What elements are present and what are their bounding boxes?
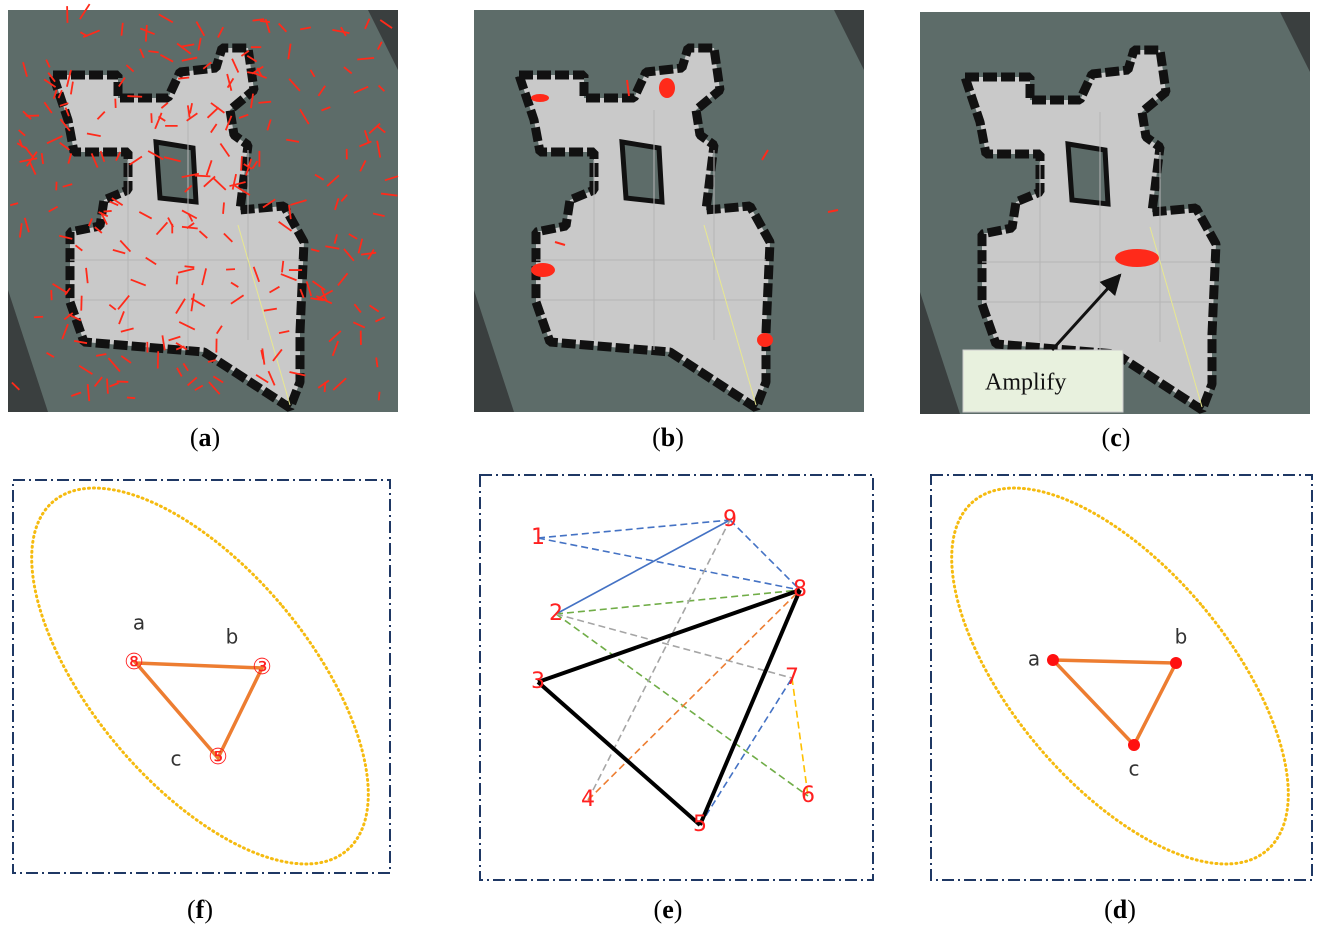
particle <box>241 156 242 171</box>
particle <box>107 379 108 394</box>
node-label: 3 <box>531 669 545 694</box>
vertex-label: b <box>226 625 239 649</box>
particle <box>195 176 211 177</box>
map-a <box>8 10 398 412</box>
node-label: ③ <box>252 655 272 680</box>
vertex-label: c <box>1129 757 1140 781</box>
caption: (d) <box>1104 895 1136 924</box>
particle <box>260 21 270 22</box>
graph-e <box>538 520 808 825</box>
node-label: 9 <box>723 507 737 532</box>
edge <box>730 520 800 590</box>
edge <box>588 590 800 800</box>
caption: (b) <box>652 423 684 452</box>
particle <box>223 202 224 213</box>
caption: (e) <box>654 895 683 924</box>
particle <box>178 77 189 78</box>
particle <box>177 276 178 285</box>
triangle-f <box>136 663 262 758</box>
labels: 1 2 3 4 5 6 7 8 9 a b c ⑧ ③ ⑤ a b c (a) (b) (c) (f) (e) (d) <box>124 423 1187 924</box>
node-label: ⑧ <box>124 650 144 675</box>
vertex-label: b <box>1175 625 1188 649</box>
node-label: 6 <box>801 783 815 808</box>
page: {"figure": {"panels": [ {"caption": "(a)… <box>0 0 1317 930</box>
particle <box>146 25 147 42</box>
caption: (c) <box>1102 423 1131 452</box>
particle <box>376 358 377 368</box>
particle <box>117 381 129 382</box>
edge-bold <box>538 682 700 825</box>
vertex-label: a <box>1028 647 1040 671</box>
vertices-d <box>1047 654 1182 751</box>
edge <box>538 538 800 590</box>
node-label: 5 <box>693 812 707 837</box>
particle <box>258 102 271 103</box>
particle <box>148 51 158 52</box>
ellipses <box>0 432 1317 920</box>
node-label: 7 <box>785 665 799 690</box>
node-label: ⑤ <box>208 745 228 770</box>
particle <box>127 397 135 398</box>
vertex-label: c <box>171 747 182 771</box>
figure: Amplify 1 2 3 4 5 6 7 8 9 a b c ⑧ ③ ⑤ a b c (a) (b) (c) (f) (e… <box>0 0 1317 930</box>
node-label: 8 <box>793 577 807 602</box>
node-label: 4 <box>581 787 595 812</box>
vertex-label: a <box>133 611 145 635</box>
particle <box>104 211 112 212</box>
map-panels: Amplify <box>8 4 1310 414</box>
caption: (f) <box>187 895 213 924</box>
edge <box>792 678 808 796</box>
particle <box>34 317 43 318</box>
particle <box>379 392 380 401</box>
annotation: Amplify <box>985 370 1066 396</box>
edge <box>556 614 808 796</box>
triangle-d <box>1053 660 1176 745</box>
particle-cluster <box>1115 249 1159 267</box>
particle <box>127 96 142 97</box>
edge-bold <box>538 590 800 682</box>
caption: (a) <box>190 423 220 452</box>
node-label: 2 <box>549 601 563 626</box>
edge <box>556 614 792 678</box>
particle <box>185 266 195 267</box>
map-b <box>474 10 864 412</box>
edge-bold <box>700 590 800 825</box>
node-label: 1 <box>531 525 545 550</box>
